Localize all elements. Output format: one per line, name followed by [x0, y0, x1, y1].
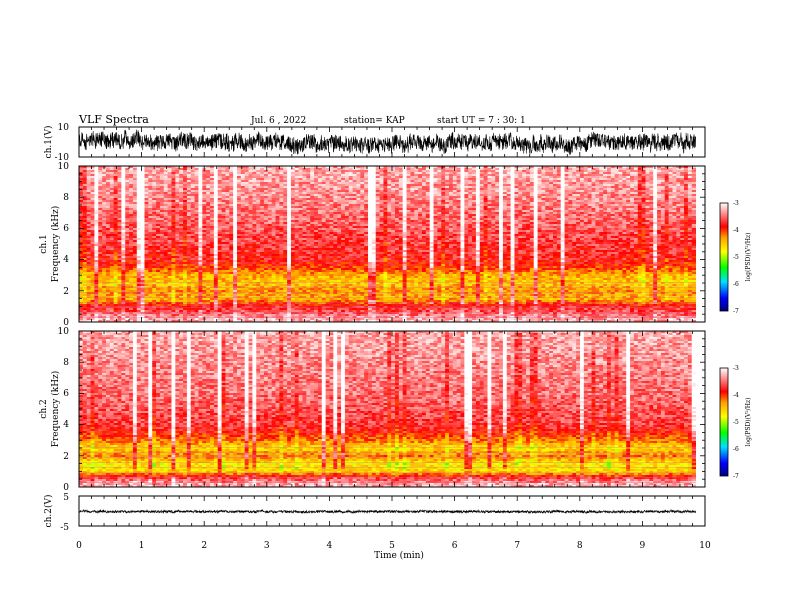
- station-label: station= KAP: [344, 116, 405, 126]
- waveform-ch1-trace: [79, 130, 696, 155]
- spectrogram-ch1-panel: 0 2 4 6 8 10 ch.1 Frequency (kHz): [39, 162, 705, 328]
- figure-title: VLF Spectra: [78, 113, 149, 126]
- waveform-ch1-panel: 10 -10 ch.1(V): [43, 123, 705, 163]
- start-ut-label: start UT = 7 : 30: 1: [437, 116, 526, 126]
- waveform-ch1-ytick-top: 10: [58, 123, 70, 133]
- waveform-path: [79, 130, 696, 155]
- spectrogram-ch1-heatmap: [79, 166, 696, 322]
- date-label: Jul. 6 , 2022: [250, 116, 306, 126]
- waveform-ch1-ylabel: ch.1(V): [43, 126, 54, 159]
